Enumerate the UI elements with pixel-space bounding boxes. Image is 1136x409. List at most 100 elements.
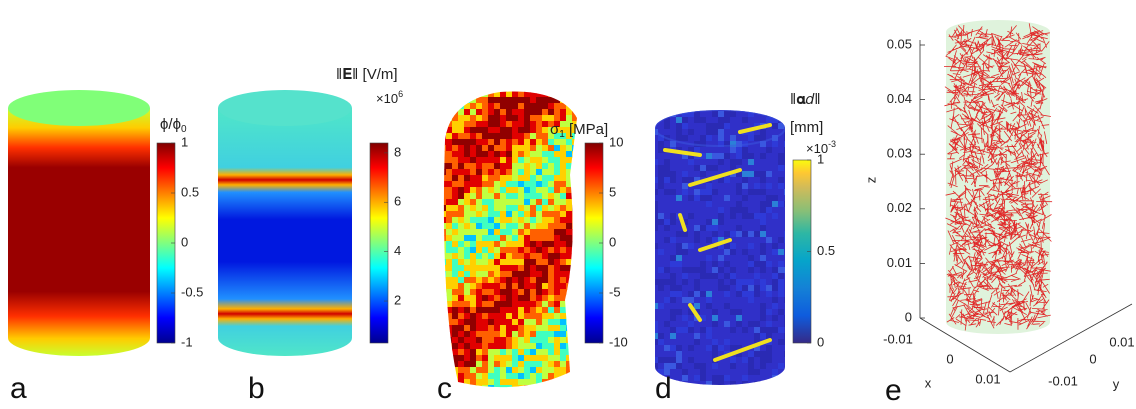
texture	[452, 253, 459, 260]
texture	[476, 379, 483, 386]
texture	[560, 313, 567, 320]
texture	[754, 231, 761, 238]
texture	[766, 117, 773, 124]
texture	[578, 307, 585, 314]
texture	[742, 363, 749, 370]
texture	[548, 379, 555, 386]
texture	[658, 153, 665, 160]
texture	[670, 123, 677, 130]
texture	[713, 338, 772, 362]
texture	[670, 363, 677, 370]
texture	[482, 253, 489, 260]
texture	[760, 309, 767, 316]
texture	[670, 177, 677, 184]
texture	[458, 391, 465, 398]
texture	[664, 351, 671, 358]
texture	[676, 321, 683, 328]
texture	[554, 187, 561, 194]
texture	[548, 109, 555, 116]
texture	[664, 189, 671, 196]
texture	[766, 327, 773, 334]
texture	[554, 211, 561, 218]
texture	[476, 163, 483, 170]
texture	[688, 381, 695, 385]
texture	[760, 375, 767, 382]
texture	[742, 231, 749, 238]
texture	[766, 195, 773, 202]
texture	[524, 349, 531, 356]
texture	[578, 253, 585, 260]
texture	[488, 379, 495, 386]
texture	[440, 85, 447, 92]
texture	[712, 177, 719, 184]
texture	[524, 253, 531, 260]
texture	[766, 291, 773, 298]
texture	[676, 135, 683, 142]
texture	[464, 121, 471, 128]
texture	[524, 325, 531, 332]
texture	[488, 169, 495, 176]
texture	[760, 231, 767, 238]
texture	[578, 373, 585, 380]
texture	[494, 241, 501, 248]
texture	[512, 337, 519, 344]
texture	[724, 381, 731, 385]
texture	[706, 285, 713, 292]
texture	[655, 117, 659, 124]
texture	[560, 85, 567, 92]
texture	[494, 193, 501, 200]
texture	[506, 337, 513, 344]
texture	[500, 397, 507, 404]
tick-label: 6	[394, 194, 401, 209]
texture	[482, 193, 489, 200]
texture	[542, 289, 549, 296]
texture	[458, 283, 465, 290]
texture	[736, 285, 743, 292]
texture	[730, 303, 737, 310]
texture	[572, 385, 577, 388]
texture	[712, 117, 719, 124]
texture	[784, 195, 785, 202]
texture	[736, 231, 743, 238]
texture	[566, 181, 573, 188]
texture	[548, 181, 555, 188]
texture	[506, 325, 513, 332]
texture	[506, 181, 513, 188]
texture	[572, 229, 577, 236]
texture	[724, 363, 731, 370]
texture	[536, 331, 543, 338]
texture	[464, 337, 471, 344]
texture	[554, 85, 561, 92]
texture	[458, 259, 465, 266]
texture	[578, 205, 585, 212]
texture	[500, 205, 507, 212]
texture	[524, 295, 531, 302]
texture	[464, 367, 471, 374]
texture	[784, 369, 785, 376]
texture	[518, 325, 525, 332]
texture	[718, 315, 725, 322]
texture	[482, 103, 489, 110]
texture	[730, 339, 737, 346]
texture	[542, 85, 549, 92]
texture	[452, 271, 459, 278]
texture	[554, 361, 561, 368]
texture	[518, 121, 525, 128]
texture	[670, 237, 677, 244]
texture	[712, 369, 719, 376]
texture	[772, 213, 779, 220]
texture	[560, 253, 567, 260]
texture	[754, 345, 761, 352]
texture	[446, 265, 453, 272]
texture	[724, 117, 731, 124]
texture	[748, 153, 755, 160]
panel-label: b	[248, 372, 265, 405]
texture	[706, 171, 713, 178]
texture	[706, 165, 713, 172]
texture	[443, 103, 447, 110]
texture	[512, 211, 519, 218]
texture	[548, 241, 555, 248]
texture	[530, 235, 537, 242]
y-label: y	[1113, 376, 1120, 391]
texture	[572, 241, 577, 248]
